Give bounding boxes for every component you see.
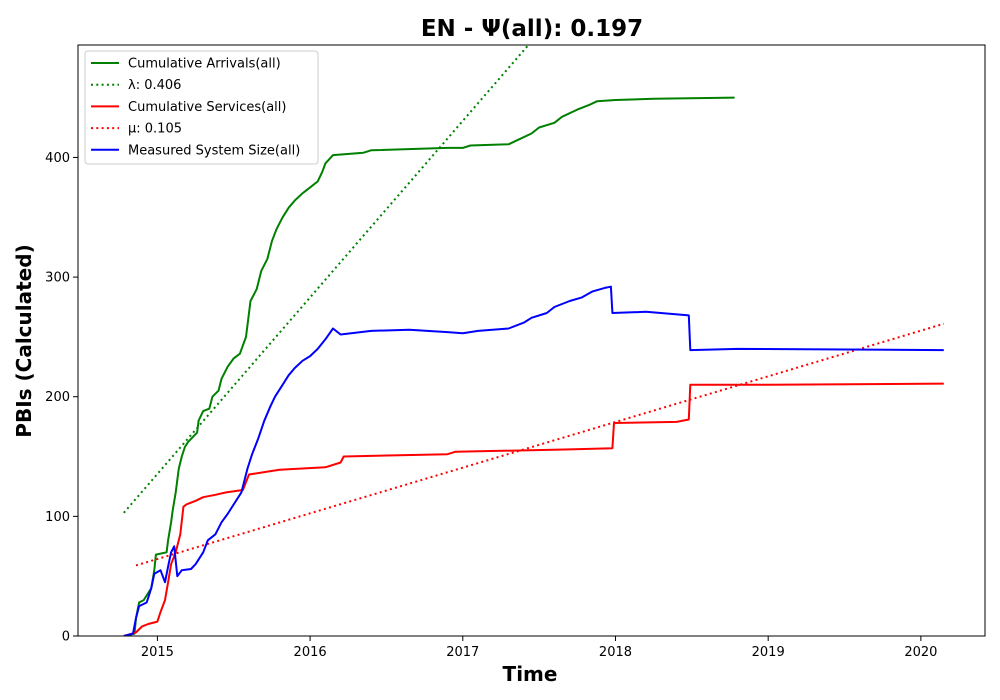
series-layer — [123, 45, 945, 636]
series-line-4 — [123, 285, 944, 636]
chart-title: EN - Ψ(all): 0.197 — [421, 16, 643, 42]
legend-label-1: λ: 0.406 — [128, 78, 181, 93]
x-tick-label-1: 2016 — [294, 645, 327, 660]
legend: Cumulative Arrivals(all) λ: 0.406 Cumulati… — [84, 50, 319, 165]
legend-label-3: μ: 0.105 — [128, 122, 182, 137]
y-tick-label-1: 100 — [45, 510, 70, 525]
x-tick-label-0: 2015 — [141, 645, 174, 660]
plot-area: 2015 2016 2017 2018 2019 2020 0 100 200 300 400 Cum… — [45, 44, 986, 660]
series-line-0 — [123, 96, 735, 636]
legend-label-4: Measured System Size(all) — [128, 143, 300, 158]
y-tick-label-4: 400 — [45, 151, 70, 166]
series-line-2 — [123, 382, 944, 636]
plot-frame — [77, 44, 986, 637]
x-tick-label-4: 2019 — [752, 645, 785, 660]
legend-label-0: Cumulative Arrivals(all) — [128, 57, 281, 72]
y-tick-label-2: 200 — [45, 390, 70, 405]
y-tick-label-0: 0 — [62, 630, 70, 645]
x-tick-label-2: 2017 — [446, 645, 479, 660]
x-axis-label: Time — [503, 662, 558, 686]
y-tick-label-3: 300 — [45, 271, 70, 286]
x-tick-label-5: 2020 — [904, 645, 937, 660]
legend-label-2: Cumulative Services(all) — [128, 100, 286, 115]
x-tick-label-3: 2018 — [599, 645, 632, 660]
legend-box — [84, 50, 319, 165]
y-axis-label: PBIs (Calculated) — [12, 244, 36, 437]
